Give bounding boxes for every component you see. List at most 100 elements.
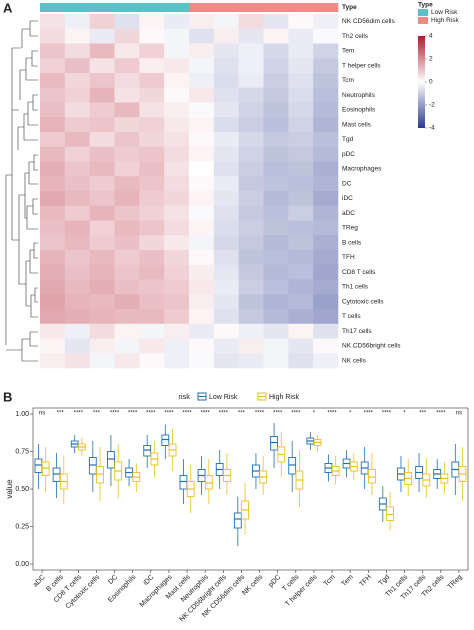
heatmap-cell <box>89 161 115 177</box>
heatmap-cell <box>288 14 314 30</box>
heatmap-cell <box>64 205 90 221</box>
heatmap-cell <box>114 73 140 89</box>
heatmap-cell <box>40 309 66 325</box>
heatmap-cell <box>164 43 190 59</box>
heatmap-cell <box>64 250 90 266</box>
heatmap-cell <box>313 87 339 103</box>
heatmap-cell <box>213 309 239 325</box>
heatmap-cell <box>64 191 90 207</box>
heatmap-cell <box>164 205 190 221</box>
box <box>52 467 61 482</box>
heatmap-cell <box>213 14 239 30</box>
heatmap-cell <box>288 87 314 103</box>
significance-label: * <box>313 411 316 417</box>
heatmap-cell <box>89 279 115 295</box>
heatmap-cell <box>40 294 66 310</box>
row-label: NK cells <box>342 357 367 364</box>
heatmap-cell <box>64 264 90 280</box>
row-label: Macrophages <box>342 166 382 173</box>
colorbar-label: 0 <box>429 79 433 86</box>
heatmap-cell <box>139 87 165 103</box>
heatmap-cell <box>164 73 190 89</box>
x-tick-label: Tgd <box>378 574 392 588</box>
heatmap-cell <box>263 205 289 221</box>
significance-label: **** <box>364 411 374 417</box>
heatmap-cell <box>114 323 140 339</box>
heatmap-cell <box>40 14 66 30</box>
colorbar-label: 2 <box>429 56 433 63</box>
box <box>96 466 104 484</box>
heatmap-cell <box>64 235 90 251</box>
row-label: T helper cells <box>342 62 381 69</box>
heatmap-cell <box>263 132 289 148</box>
heatmap-cell <box>139 353 165 369</box>
heatmap-cell <box>288 43 314 59</box>
heatmap-cell <box>164 235 190 251</box>
row-label: Neutrophils <box>342 92 376 99</box>
heatmap-cell <box>89 102 115 118</box>
heatmap-cell <box>139 205 165 221</box>
heatmap-cell <box>189 205 215 221</box>
heatmap-cell <box>263 353 289 369</box>
row-label: aDC <box>342 210 355 217</box>
heatmap-cell <box>238 250 264 266</box>
heatmap-cell <box>288 205 314 221</box>
dendrogram <box>5 20 38 362</box>
box <box>107 451 115 469</box>
significance-label: *** <box>419 411 427 417</box>
heatmap-cell <box>313 279 339 295</box>
heatmap-cell <box>263 264 289 280</box>
box <box>179 475 188 490</box>
heatmap-cell <box>189 353 215 369</box>
heatmap-cell <box>238 43 264 59</box>
heatmap-cell <box>164 28 190 44</box>
annotation-cell <box>114 3 140 12</box>
heatmap-cell <box>263 73 289 89</box>
heatmap-cell <box>114 279 140 295</box>
row-label: CD8 T cells <box>342 269 376 276</box>
heatmap-cell <box>64 176 90 192</box>
heatmap-cell <box>64 353 90 369</box>
heatmap-cell <box>40 353 66 369</box>
heatmap-cell <box>313 220 339 236</box>
heatmap-cell <box>40 146 66 162</box>
row-label: NK CD56bright cells <box>342 343 401 350</box>
heatmap-cell <box>238 235 264 251</box>
heatmap-cell <box>89 191 115 207</box>
heatmap-cell <box>213 132 239 148</box>
annotation-cell <box>313 3 339 12</box>
significance-label: **** <box>182 411 192 417</box>
heatmap-cell <box>189 87 215 103</box>
heatmap-cell <box>288 146 314 162</box>
heatmap-cell <box>164 323 190 339</box>
heatmap-cell <box>89 14 115 30</box>
heatmap-cell <box>288 102 314 118</box>
significance-label: ns <box>456 411 462 417</box>
heatmap-cell <box>89 58 115 74</box>
heatmap-cell <box>40 235 66 251</box>
row-label: Tgd <box>342 136 354 143</box>
heatmap-cell <box>288 161 314 177</box>
significance-label: * <box>349 411 352 417</box>
heatmap-cell <box>89 132 115 148</box>
heatmap-cell <box>189 338 215 354</box>
legend-swatch <box>418 9 428 16</box>
row-label: T cells <box>342 313 361 320</box>
heatmap-cell <box>164 353 190 369</box>
heatmap-cell <box>139 338 165 354</box>
heatmap-cell <box>238 87 264 103</box>
heatmap-cell <box>164 117 190 133</box>
heatmap-cell <box>213 220 239 236</box>
heatmap-cell <box>313 117 339 133</box>
y-tick-label: 0.75 <box>15 448 29 455</box>
row-label: DC <box>342 180 352 187</box>
heatmap-cell <box>64 14 90 30</box>
significance-label: **** <box>74 411 84 417</box>
heatmap-cell <box>40 73 66 89</box>
heatmap-cell <box>114 87 140 103</box>
heatmap-cell <box>89 250 115 266</box>
box <box>34 458 43 473</box>
heatmap-cell <box>64 28 90 44</box>
heatmap-cell <box>164 250 190 266</box>
heatmap-cell <box>89 294 115 310</box>
